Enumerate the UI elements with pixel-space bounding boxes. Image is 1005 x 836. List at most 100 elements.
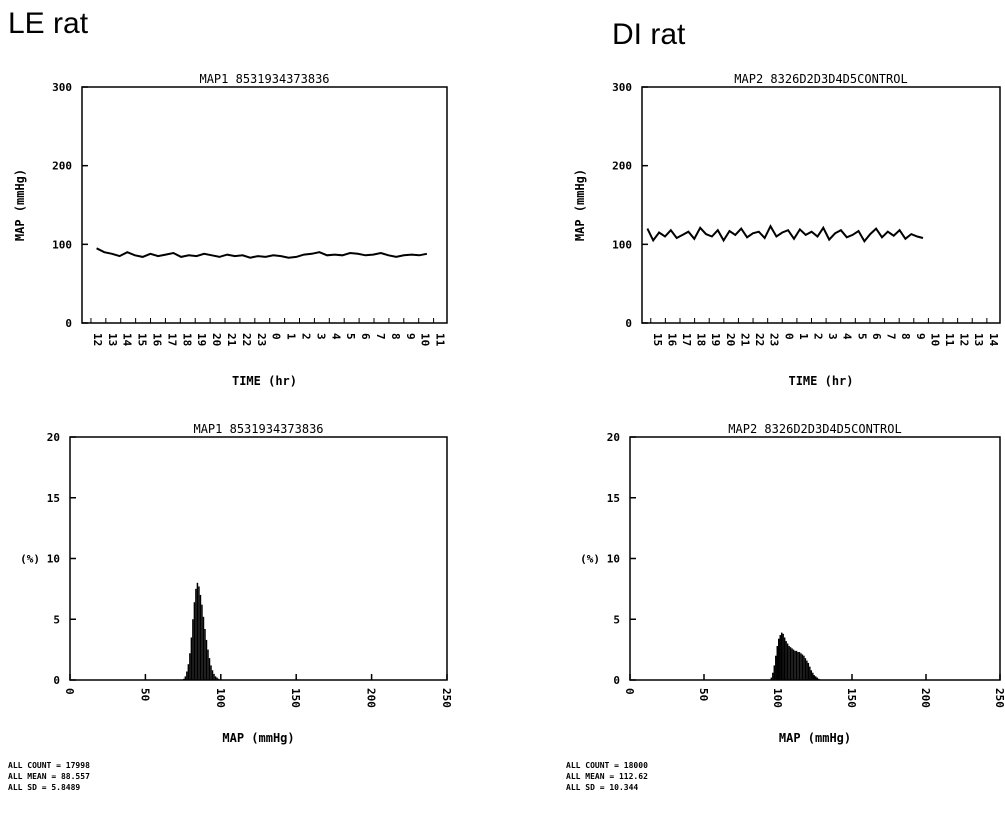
histogram-bar [207, 649, 209, 680]
histogram-bar [216, 677, 218, 680]
histogram-bar [819, 679, 821, 680]
histogram-bar [797, 652, 799, 680]
x-tick-label: 7 [885, 333, 898, 340]
y-axis-label: MAP (mmHg) [573, 169, 587, 241]
plot-frame [69, 436, 448, 681]
x-tick-label: 13 [106, 333, 119, 346]
histogram-bar [199, 594, 202, 680]
histogram-bar [782, 633, 784, 680]
x-tick-label: 5 [855, 333, 868, 340]
y-tick-label: 20 [607, 431, 620, 444]
x-axis-label: MAP (mmHg) [222, 731, 294, 745]
histogram-bar [211, 670, 214, 680]
le-rat-stats: ALL COUNT = 17998 ALL MEAN = 88.557 ALL … [8, 761, 90, 792]
y-tick-label: 100 [52, 238, 72, 251]
histogram-bar [776, 645, 778, 680]
le-rat-stat-mean: ALL MEAN = 88.557 [8, 772, 90, 781]
x-tick-label: 8 [899, 333, 912, 340]
y-tick-label: 300 [52, 81, 72, 94]
histogram-bar [779, 635, 781, 680]
histogram-bar [770, 677, 773, 680]
di-rat-stat-mean: ALL MEAN = 112.62 [566, 772, 648, 781]
x-tick-label: 9 [404, 333, 417, 340]
x-tick-label: 8 [389, 333, 402, 340]
histogram-bar [812, 672, 814, 680]
x-tick-label: 23 [255, 333, 268, 346]
x-tick-label: 0 [623, 688, 636, 695]
x-tick-label: 19 [709, 333, 722, 346]
x-tick-label: 16 [665, 333, 678, 347]
x-tick-label: 10 [419, 333, 432, 346]
histogram-bar [195, 588, 197, 680]
x-tick-label: 0 [270, 333, 283, 340]
histogram-bar [795, 650, 798, 680]
x-tick-label: 6 [359, 333, 372, 340]
histogram-bar [187, 664, 190, 680]
di-rat-stat-count: ALL COUNT = 18000 [566, 761, 648, 770]
histogram-bar [807, 662, 810, 680]
y-tick-label: 100 [612, 238, 632, 251]
x-tick-label: 9 [914, 333, 927, 340]
x-tick-label: 200 [919, 688, 932, 708]
histogram-bar [810, 670, 813, 680]
x-tick-label: 15 [136, 333, 149, 346]
histogram-bar [801, 654, 804, 680]
x-tick-label: 13 [972, 333, 985, 346]
panel-heading-le-rat: LE rat [8, 7, 89, 40]
x-tick-label: 100 [771, 688, 784, 708]
histogram-bar [803, 655, 805, 680]
x-tick-label: 3 [826, 333, 839, 340]
x-tick-label: 4 [329, 333, 342, 340]
histogram-bar [198, 586, 200, 680]
x-tick-label: 150 [845, 688, 858, 708]
x-tick-label: 12 [91, 333, 104, 346]
histogram-bar [791, 648, 793, 680]
histogram-bar [798, 652, 801, 680]
chart-title: MAP2 8326D2D3D4D5CONTROL [728, 422, 901, 436]
histogram-bar [217, 678, 220, 680]
histogram-bar [817, 678, 820, 680]
y-axis-label: MAP (mmHg) [13, 169, 27, 241]
histogram-bar [800, 653, 802, 680]
histogram-bar [186, 671, 188, 680]
panel-heading-di-rat: DI rat [612, 18, 686, 51]
histogram-bar [184, 676, 187, 680]
plot-frame [641, 86, 1001, 324]
x-tick-label: 22 [753, 333, 766, 346]
histogram-bar [196, 582, 199, 680]
histogram-bar [208, 658, 211, 680]
histogram-bar [189, 653, 191, 680]
histogram-bar [213, 673, 215, 680]
y-tick-label: 200 [52, 160, 72, 173]
y-tick-label: 5 [53, 613, 60, 626]
histogram-bar [204, 628, 206, 680]
x-tick-label: 100 [214, 688, 227, 708]
x-tick-label: 6 [870, 333, 883, 340]
histogram-bar [816, 677, 818, 680]
histogram-bar [815, 676, 817, 680]
histogram-bar [202, 616, 205, 680]
x-tick-label: 4 [841, 333, 854, 340]
histogram-bar [205, 639, 208, 680]
x-tick-label: 20 [724, 333, 737, 346]
x-tick-label: 5 [344, 333, 357, 340]
chart-title: MAP1 8531934373836 [193, 422, 323, 436]
x-tick-label: 14 [121, 333, 134, 347]
x-tick-label: 250 [440, 688, 453, 708]
histogram-bar [192, 619, 194, 680]
x-tick-label: 7 [374, 333, 387, 340]
x-tick-label: 23 [768, 333, 781, 346]
histogram-bar [806, 660, 808, 680]
y-tick-label: 0 [53, 674, 60, 687]
histogram-bar [785, 641, 787, 680]
x-tick-label: 16 [151, 333, 164, 347]
x-tick-label: 150 [289, 688, 302, 708]
x-tick-label: 3 [314, 333, 327, 340]
x-tick-label: 14 [987, 333, 1000, 347]
x-tick-label: 20 [210, 333, 223, 346]
x-tick-label: 1 [797, 333, 810, 340]
x-tick-label: 17 [680, 333, 693, 346]
